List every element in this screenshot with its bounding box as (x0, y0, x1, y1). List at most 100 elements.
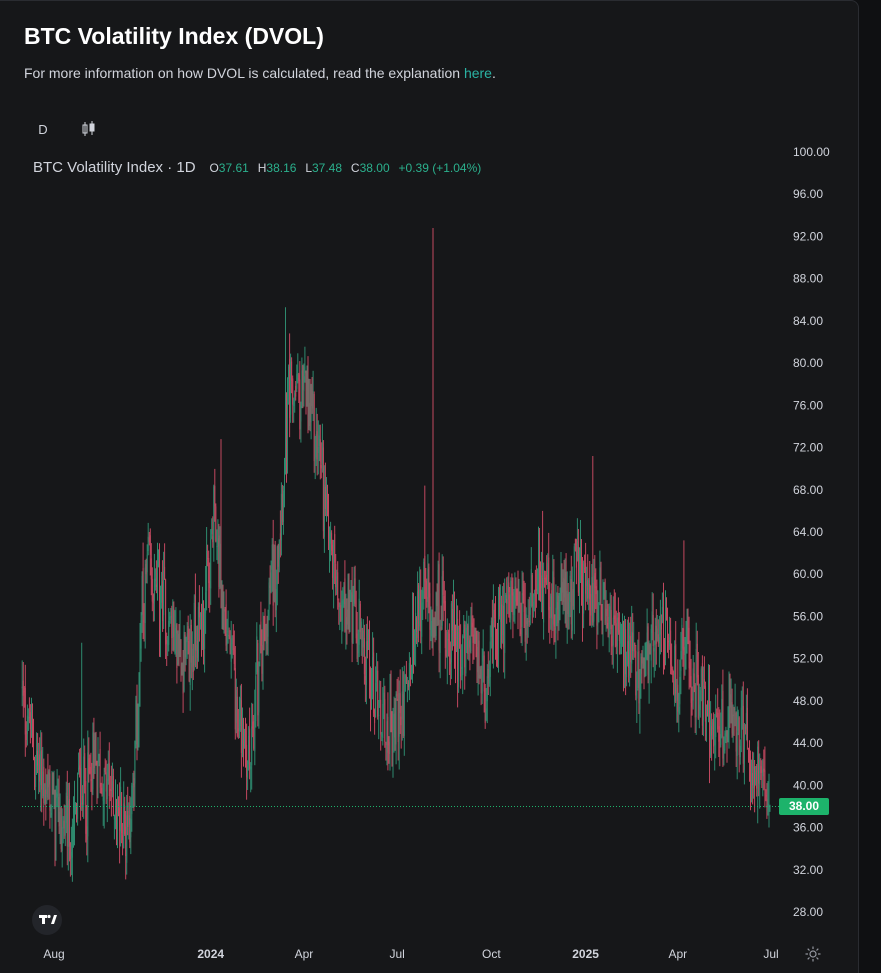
legend-close-value: 38.00 (359, 161, 390, 175)
candle-body (652, 615, 654, 646)
candle-body (58, 797, 60, 827)
candle-body (525, 614, 527, 635)
candle-body (56, 792, 58, 798)
candle-body (516, 590, 518, 596)
candle-body (291, 361, 293, 382)
x-tick-label: Apr (668, 947, 687, 961)
candle-body (206, 551, 208, 591)
candles (21, 228, 771, 882)
candle-body (78, 767, 80, 772)
candle-body (653, 648, 655, 652)
tradingview-logo-icon[interactable] (32, 905, 62, 935)
candle-body (331, 533, 333, 551)
candle-body (481, 666, 483, 694)
candle-body (408, 663, 410, 687)
candle-body (612, 617, 614, 646)
candle-body (61, 826, 63, 851)
candle-body (333, 540, 335, 585)
candle-body (659, 623, 661, 635)
candle-body (605, 608, 607, 622)
candle-body (344, 578, 346, 632)
candle-body (151, 578, 153, 602)
price-chart[interactable]: 100.00 96.00 92.00 88.00 84.00 80.00 76.00 72.0… (0, 0, 859, 973)
candle-body (324, 486, 326, 509)
candle-body (748, 749, 749, 762)
candle-body (296, 373, 298, 389)
candle-body (614, 615, 616, 624)
candle-body (118, 798, 119, 801)
candle-body (224, 609, 226, 612)
candle-body (499, 587, 501, 617)
candle-body (548, 557, 550, 611)
candle-body (52, 785, 54, 792)
candle-body (442, 570, 444, 595)
candle-body (346, 609, 348, 625)
candle-body (677, 684, 679, 712)
candle-body (281, 494, 283, 522)
candle-body (650, 628, 652, 661)
y-tick-label: 84.00 (793, 314, 823, 328)
candle-body (437, 570, 439, 607)
candlestick-icon[interactable] (80, 120, 98, 138)
legend-open-label: O (209, 161, 219, 175)
candle-body (275, 588, 277, 611)
candle-body (178, 639, 180, 648)
candle-body (142, 568, 144, 615)
candle-body (190, 625, 192, 663)
candle-body (187, 626, 189, 640)
candle-body (491, 617, 493, 648)
candle-body (245, 736, 246, 745)
candle-body (309, 402, 311, 426)
candle-body (236, 696, 238, 736)
candle-body (307, 376, 309, 413)
candle-body (535, 589, 537, 591)
candle-body (107, 763, 109, 781)
explanation-link[interactable]: here (463, 65, 492, 81)
candle-body (396, 693, 398, 697)
candle-body (618, 630, 620, 642)
candle-body (582, 574, 583, 621)
candle-body (205, 592, 207, 614)
candle-body (471, 622, 473, 628)
candle-body (108, 763, 110, 797)
candle-body (410, 659, 411, 670)
candle-body (501, 604, 503, 643)
candle-body (715, 714, 717, 737)
legend-high-value: 38.16 (266, 161, 297, 175)
candle-body (256, 636, 258, 673)
candle-body (232, 635, 234, 651)
candle-body (756, 765, 758, 789)
candle-body (186, 633, 188, 643)
candle-body (152, 594, 154, 604)
candle-body (351, 592, 353, 643)
candle-body (353, 585, 355, 602)
candle-body (390, 693, 392, 732)
candle-body (589, 584, 591, 600)
candle-body (484, 688, 486, 723)
candle-body (132, 783, 134, 785)
candle-body (388, 741, 390, 754)
candle-body (407, 682, 409, 688)
candle-body (77, 773, 79, 819)
candle-body (68, 799, 70, 847)
candle-body (215, 506, 217, 542)
candle-body (326, 498, 327, 512)
candle-body (694, 684, 696, 718)
candle-body (95, 734, 97, 759)
candle-body (545, 577, 547, 583)
candle-body (238, 719, 240, 731)
candle-body (32, 710, 33, 738)
candle-body (192, 656, 194, 672)
candle-body (99, 749, 101, 788)
candle-body (189, 629, 191, 685)
candle-body (712, 722, 714, 730)
candle-body (744, 727, 746, 729)
y-tick-label: 60.00 (793, 567, 823, 581)
interval-button[interactable]: D (38, 122, 48, 137)
candle-body (392, 732, 394, 754)
candle-body (128, 815, 130, 825)
candle-body (686, 610, 688, 631)
candle-body (226, 633, 228, 645)
gear-icon[interactable] (804, 945, 822, 963)
candle-body (722, 691, 724, 759)
